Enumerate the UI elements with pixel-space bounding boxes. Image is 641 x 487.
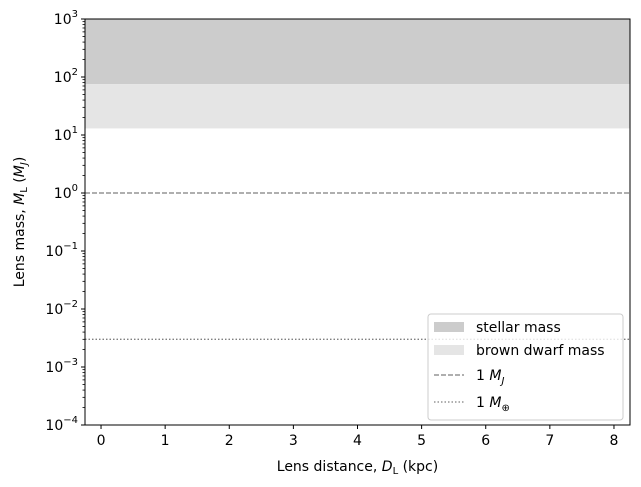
x-tick-label: 1 <box>161 433 170 449</box>
y-tick-label: 102 <box>54 67 78 86</box>
legend-items: stellar mass brown dwarf mass 1 MJ 1 M⊕ <box>434 320 605 414</box>
x-axis-label: Lens distance, DL (kpc) <box>277 459 438 477</box>
x-tick-label: 5 <box>417 433 426 449</box>
legend-swatch-0 <box>434 322 464 332</box>
legend: stellar mass brown dwarf mass 1 MJ 1 M⊕ <box>427 313 624 421</box>
x-tick-label: 3 <box>289 433 298 449</box>
y-axis-label: Lens mass, ML (MJ) <box>12 157 30 288</box>
x-tick-label: 7 <box>545 433 554 449</box>
x-axis-ticks: 0 1 2 3 4 5 6 7 8 <box>97 425 619 449</box>
legend-label-0: stellar mass <box>476 320 561 336</box>
y-tick-label: 103 <box>54 9 78 28</box>
x-tick-label: 6 <box>481 433 490 449</box>
legend-line-label-1: 1 M⊕ <box>476 395 510 414</box>
band-1 <box>85 84 630 129</box>
x-tick-label: 2 <box>225 433 234 449</box>
x-tick-label: 4 <box>353 433 362 449</box>
y-tick-label: 101 <box>54 125 78 144</box>
y-tick-label: 10−1 <box>45 241 78 260</box>
y-tick-label: 10−2 <box>45 299 78 318</box>
y-tick-label: 100 <box>54 183 78 202</box>
legend-box <box>427 313 624 421</box>
y-tick-label: 10−4 <box>45 415 78 434</box>
x-tick-label: 0 <box>97 433 106 449</box>
y-tick-label: 10−3 <box>45 357 78 376</box>
y-axis-ticks: 103 102 101 100 10−1 10−2 10−3 10−4 <box>45 9 85 434</box>
legend-swatch-1 <box>434 345 464 355</box>
band-0 <box>85 19 630 85</box>
x-tick-label: 8 <box>610 433 619 449</box>
legend-line-label-0: 1 MJ <box>476 368 504 387</box>
legend-label-1: brown dwarf mass <box>476 343 605 359</box>
bands-layer <box>85 19 630 129</box>
